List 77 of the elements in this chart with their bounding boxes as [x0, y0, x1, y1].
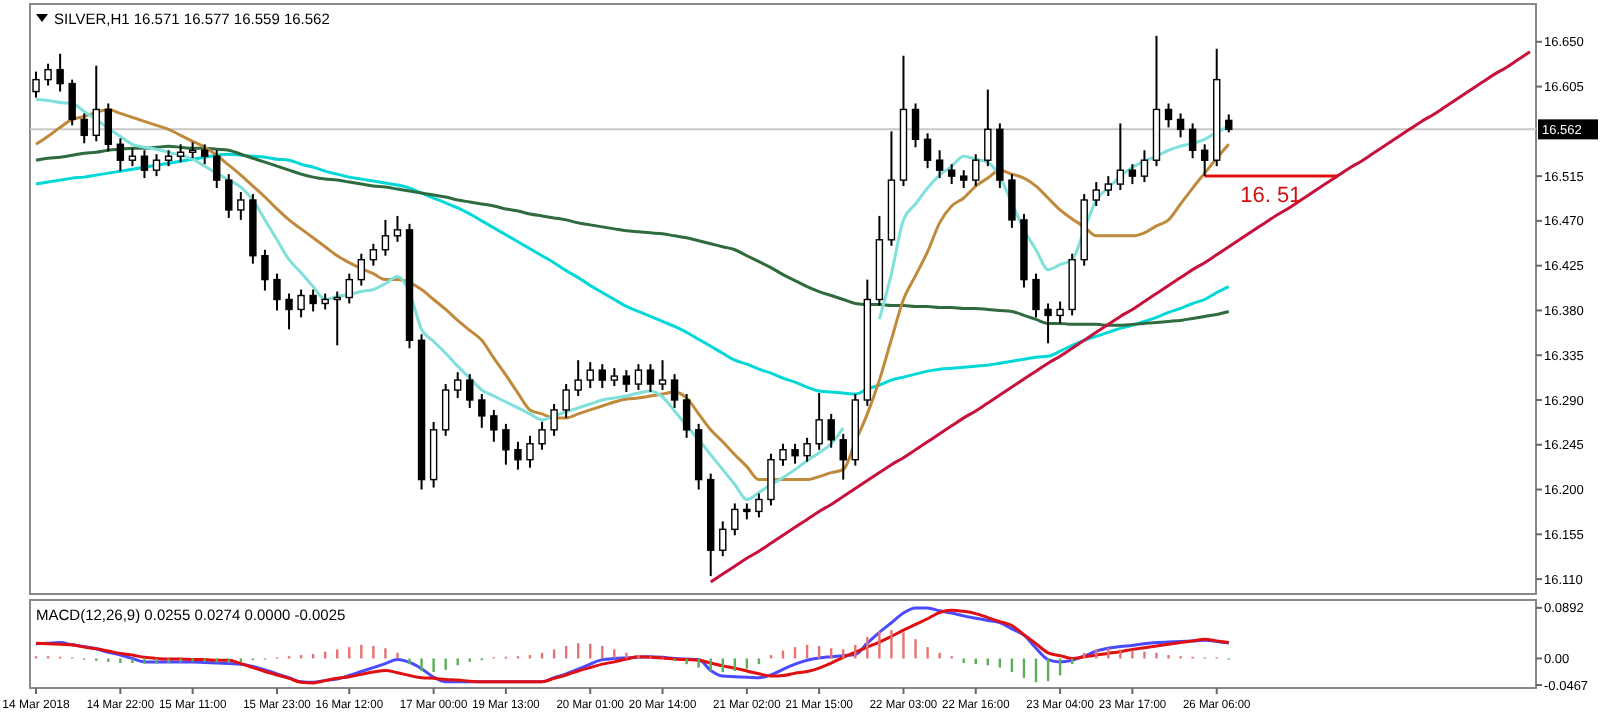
candlestick: [200, 143, 209, 166]
candlestick: [719, 520, 727, 558]
candlestick: [369, 242, 378, 267]
candlestick: [261, 248, 269, 292]
candlestick: [237, 191, 245, 221]
candlestick: [393, 214, 402, 243]
candlestick: [1092, 181, 1100, 207]
candlestick: [1032, 272, 1040, 319]
candlestick: [1164, 102, 1173, 129]
candlestick: [225, 173, 233, 219]
candlestick: [574, 359, 582, 398]
candlestick: [68, 78, 76, 127]
candlestick: [538, 420, 546, 451]
candlestick: [670, 373, 679, 409]
candlestick: [646, 363, 655, 394]
candlestick: [984, 88, 992, 168]
candlestick: [116, 137, 125, 173]
candlestick: [92, 64, 100, 143]
candlestick: [803, 436, 811, 463]
candlestick: [1056, 300, 1064, 325]
candlestick: [466, 373, 474, 409]
candlestick: [634, 363, 643, 392]
candlestick: [1188, 122, 1197, 160]
candlestick: [562, 383, 570, 419]
candlestick: [140, 149, 149, 180]
candlestick: [911, 102, 920, 149]
candlestick: [526, 434, 534, 469]
candlestick: [923, 132, 932, 170]
annotation: 16. 51: [1240, 184, 1302, 209]
candlestick: [550, 402, 558, 437]
candlestick: [273, 272, 281, 312]
candlestick: [1104, 175, 1113, 198]
line-series: [34, 144, 1231, 327]
candlestick: [682, 393, 691, 439]
candlestick: [1140, 149, 1149, 184]
candlestick: [1116, 122, 1125, 192]
candlestick: [1128, 163, 1137, 186]
candlestick: [622, 369, 631, 394]
line-series: [709, 50, 1532, 584]
candlestick: [586, 361, 594, 390]
candlestick: [502, 422, 510, 466]
candlestick: [104, 102, 113, 153]
candlestick: [767, 452, 775, 507]
candlestick: [213, 149, 221, 190]
candlestick: [839, 432, 847, 481]
candlestick: [357, 252, 366, 287]
candlestick: [333, 290, 341, 347]
candlestick: [972, 153, 980, 188]
candlestick: [1044, 302, 1052, 345]
candlestick: [309, 288, 317, 313]
candlestick: [381, 218, 390, 257]
candlestick: [80, 112, 88, 145]
candlestick: [514, 440, 522, 471]
candlestick: [478, 393, 486, 429]
candlestick: [453, 371, 462, 399]
candlestick: [947, 163, 956, 186]
candlestick: [755, 492, 763, 519]
candlestick: [731, 502, 739, 537]
candlestick: [56, 52, 64, 93]
candlestick: [1008, 173, 1016, 229]
candlestick: [779, 442, 787, 467]
candlestick: [935, 149, 944, 180]
candlestick: [815, 392, 823, 451]
candlestick: [490, 408, 498, 443]
candlestick: [1176, 112, 1185, 139]
candlestick: [827, 412, 835, 449]
candlestick: [297, 288, 305, 319]
candlestick: [658, 359, 667, 392]
candlestick: [285, 292, 293, 331]
candlestick: [1200, 143, 1209, 178]
candlestick: [598, 363, 606, 390]
line-series: [34, 152, 1231, 396]
candlestick: [345, 272, 353, 305]
candlestick: [44, 62, 52, 87]
candlestick: [152, 153, 161, 178]
candlestick: [791, 442, 799, 465]
candlestick: [441, 383, 450, 437]
